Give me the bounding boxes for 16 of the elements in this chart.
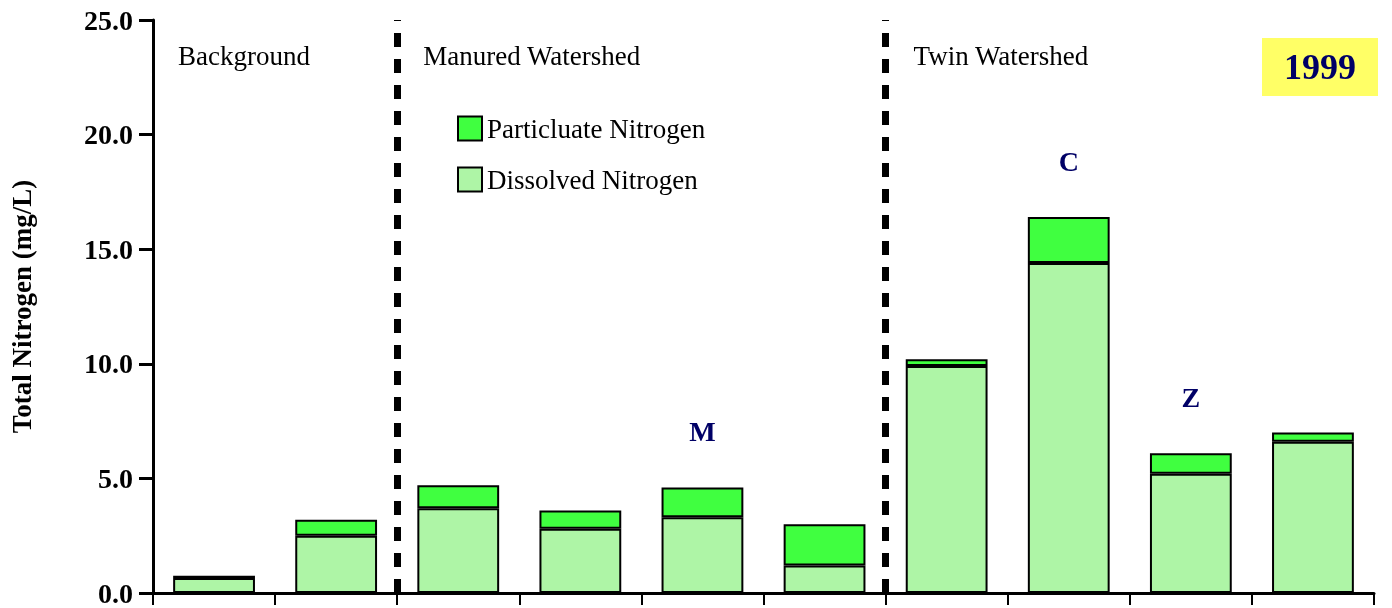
legend-label: Dissolved Nitrogen — [487, 164, 699, 195]
data-label: M — [689, 416, 716, 448]
annotation: Manured Watershed — [423, 40, 641, 71]
y-axis-title: Total Nitrogen (mg/L) — [6, 179, 37, 434]
y-tick-label: 20.0 — [84, 119, 133, 151]
y-tick-label: 10.0 — [84, 348, 133, 380]
data-label: C — [1058, 145, 1079, 177]
y-tick-label: 25.0 — [84, 4, 133, 36]
annotation: Background — [178, 40, 311, 71]
annotation: Twin Watershed — [913, 40, 1089, 71]
annotation: 1999 — [1284, 47, 1356, 87]
legend-label: Particluate Nitrogen — [487, 113, 706, 144]
y-tick-label: 5.0 — [98, 462, 133, 494]
y-tick-label: 0.0 — [98, 577, 133, 608]
data-label: Z — [1181, 381, 1201, 413]
y-tick-label: 15.0 — [84, 233, 133, 265]
